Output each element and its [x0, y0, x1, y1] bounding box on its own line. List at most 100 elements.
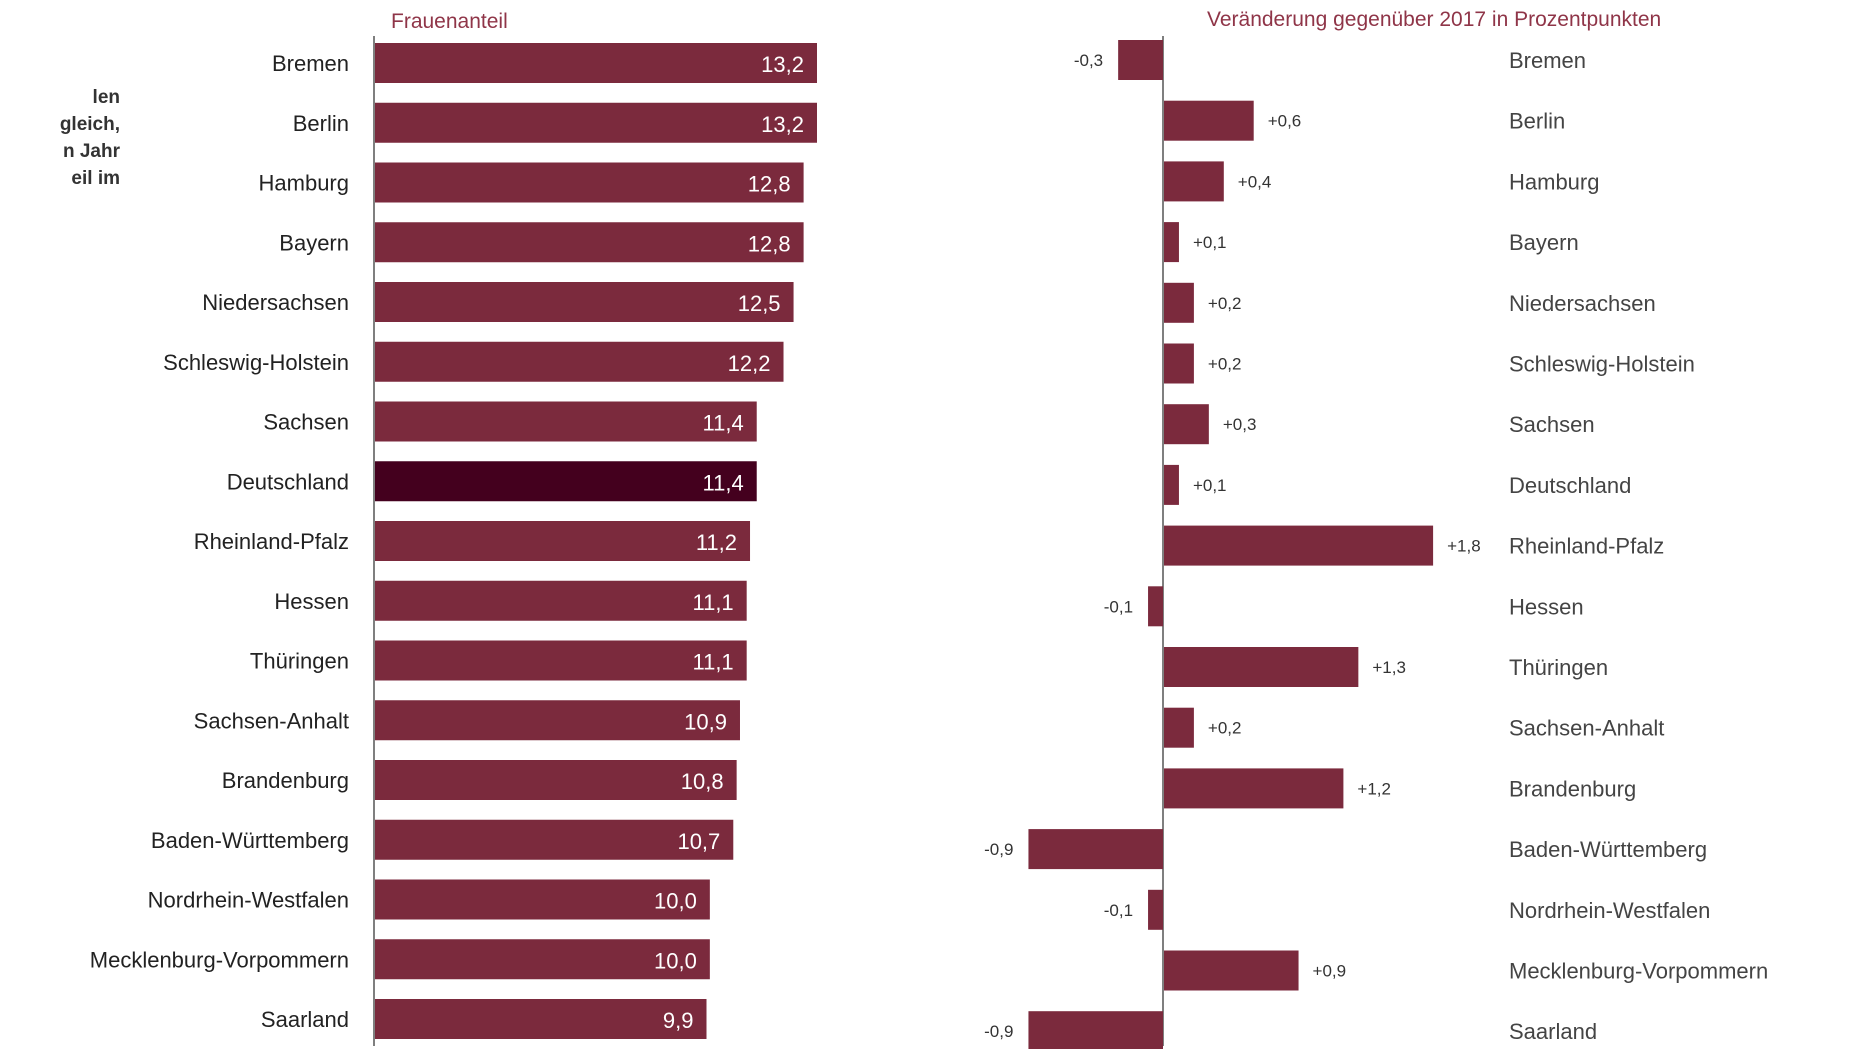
value-label: 12,5	[738, 291, 781, 316]
right-category-label: Mecklenburg-Vorpommern	[1509, 959, 1768, 984]
change-bar-thüringen	[1164, 647, 1359, 687]
right-category-label: Deutschland	[1509, 473, 1631, 498]
right-category-label: Bayern	[1509, 230, 1579, 255]
category-label: Sachsen	[263, 410, 349, 435]
change-bar-brandenburg	[1164, 768, 1344, 809]
left-chart-frauenanteil: Bremen 13,2 Berlin 13,2 Hamburg 12,8 Bayern 12,…	[90, 36, 817, 1046]
change-bar-berlin	[1164, 100, 1254, 141]
change-label: +1,2	[1357, 779, 1391, 798]
category-label: Hessen	[274, 589, 349, 614]
change-bar-nordrhein-westfalen	[1148, 889, 1163, 930]
change-bar-schleswig-holstein	[1164, 343, 1194, 384]
category-label: Sachsen-Anhalt	[194, 708, 349, 733]
change-label: -0,9	[984, 840, 1013, 859]
right-category-label: Saarland	[1509, 1019, 1597, 1044]
value-label: 11,1	[692, 590, 733, 615]
value-label: 9,9	[663, 1008, 694, 1033]
category-label: Thüringen	[250, 649, 349, 674]
change-bar-bremen	[1118, 40, 1163, 80]
bar-rheinland-pfalz	[375, 521, 751, 561]
right-category-label: Schleswig-Holstein	[1509, 352, 1695, 377]
bar-hessen	[375, 580, 747, 621]
right-category-label: Sachsen-Anhalt	[1509, 716, 1664, 741]
left-chart-title: Frauenanteil	[391, 10, 508, 33]
category-label: Nordrhein-Westfalen	[148, 888, 349, 913]
change-label: +0,2	[1208, 719, 1242, 738]
category-label: Schleswig-Holstein	[163, 350, 349, 375]
category-label: Rheinland-Pfalz	[194, 529, 349, 554]
change-bar-rheinland-pfalz	[1164, 525, 1434, 566]
right-category-label: Rheinland-Pfalz	[1509, 534, 1664, 559]
category-label: Niedersachsen	[202, 290, 349, 315]
right-category-label: Hamburg	[1509, 169, 1599, 194]
bar-sachsen	[375, 401, 757, 442]
category-label: Mecklenburg-Vorpommern	[90, 947, 349, 972]
change-label: +0,2	[1208, 355, 1242, 374]
change-label: +0,9	[1313, 962, 1347, 981]
category-label: Brandenburg	[222, 768, 349, 793]
change-label: -0,1	[1104, 597, 1133, 616]
change-label: +0,4	[1238, 172, 1272, 191]
change-label: +0,1	[1193, 233, 1227, 252]
bar-brandenburg	[375, 760, 737, 800]
category-label: Berlin	[293, 111, 349, 136]
change-bar-saarland	[1028, 1011, 1163, 1049]
category-label: Hamburg	[259, 171, 349, 196]
bar-deutschland	[375, 461, 757, 502]
change-bar-sachsen	[1164, 404, 1209, 445]
value-label: 10,8	[681, 769, 724, 794]
right-category-label: Thüringen	[1509, 655, 1608, 680]
value-label: 11,2	[696, 530, 737, 555]
change-bar-bayern	[1164, 222, 1179, 263]
value-label: 12,2	[728, 351, 771, 376]
bar-saarland	[375, 999, 707, 1039]
intro-line: gleich,	[59, 114, 120, 135]
intro-line: n Jahr	[62, 141, 120, 162]
change-label: -0,3	[1074, 51, 1103, 70]
change-bar-baden-württemberg	[1028, 829, 1163, 870]
bar-hamburg	[375, 162, 804, 203]
value-label: 10,7	[677, 829, 720, 854]
value-label: 12,8	[748, 231, 791, 256]
value-label: 11,4	[703, 470, 744, 495]
right-category-label: Bremen	[1509, 48, 1586, 73]
bar-bremen	[375, 43, 817, 83]
value-label: 10,9	[684, 709, 727, 734]
change-bar-niedersachsen	[1164, 282, 1194, 323]
right-category-label: Sachsen	[1509, 412, 1595, 437]
bar-thüringen	[375, 640, 747, 681]
change-label: +0,3	[1223, 415, 1257, 434]
change-label: -0,1	[1104, 901, 1133, 920]
category-label: Saarland	[261, 1007, 349, 1032]
bar-schleswig-holstein	[375, 341, 784, 382]
right-category-label: Hessen	[1509, 594, 1584, 619]
right-chart-title: Veränderung gegenüber 2017 in Prozentpun…	[1207, 8, 1661, 31]
right-category-label: Berlin	[1509, 109, 1565, 134]
change-label: +0,6	[1268, 112, 1302, 131]
change-label: -0,9	[984, 1022, 1013, 1041]
bar-sachsen-anhalt	[375, 700, 740, 741]
right-chart-veraenderung: -0,3 Bremen +0,6 Berlin +0,4 Hamburg +0,1 Bayer…	[984, 36, 1768, 1049]
value-label: 11,1	[692, 650, 733, 675]
category-label: Bayern	[279, 230, 349, 255]
bar-nordrhein-westfalen	[375, 879, 710, 920]
bar-mecklenburg-vorpommern	[375, 939, 710, 980]
change-bar-hessen	[1148, 586, 1163, 627]
change-bar-hamburg	[1164, 161, 1224, 202]
intro-line: eil im	[71, 168, 120, 189]
change-label: +0,1	[1193, 476, 1227, 495]
change-label: +1,8	[1447, 537, 1481, 556]
bar-bayern	[375, 222, 804, 263]
value-label: 13,2	[761, 112, 804, 137]
intro-text-fragment: len gleich, n Jahr eil im	[0, 84, 120, 224]
category-label: Baden-Württemberg	[151, 828, 349, 853]
right-category-label: Brandenburg	[1509, 776, 1636, 801]
change-label: +1,3	[1372, 658, 1406, 677]
intro-line: len	[92, 87, 120, 108]
change-bar-deutschland	[1164, 464, 1179, 505]
category-label: Bremen	[272, 51, 349, 76]
right-category-label: Nordrhein-Westfalen	[1509, 898, 1710, 923]
change-label: +0,2	[1208, 294, 1242, 313]
value-label: 11,4	[703, 411, 744, 436]
